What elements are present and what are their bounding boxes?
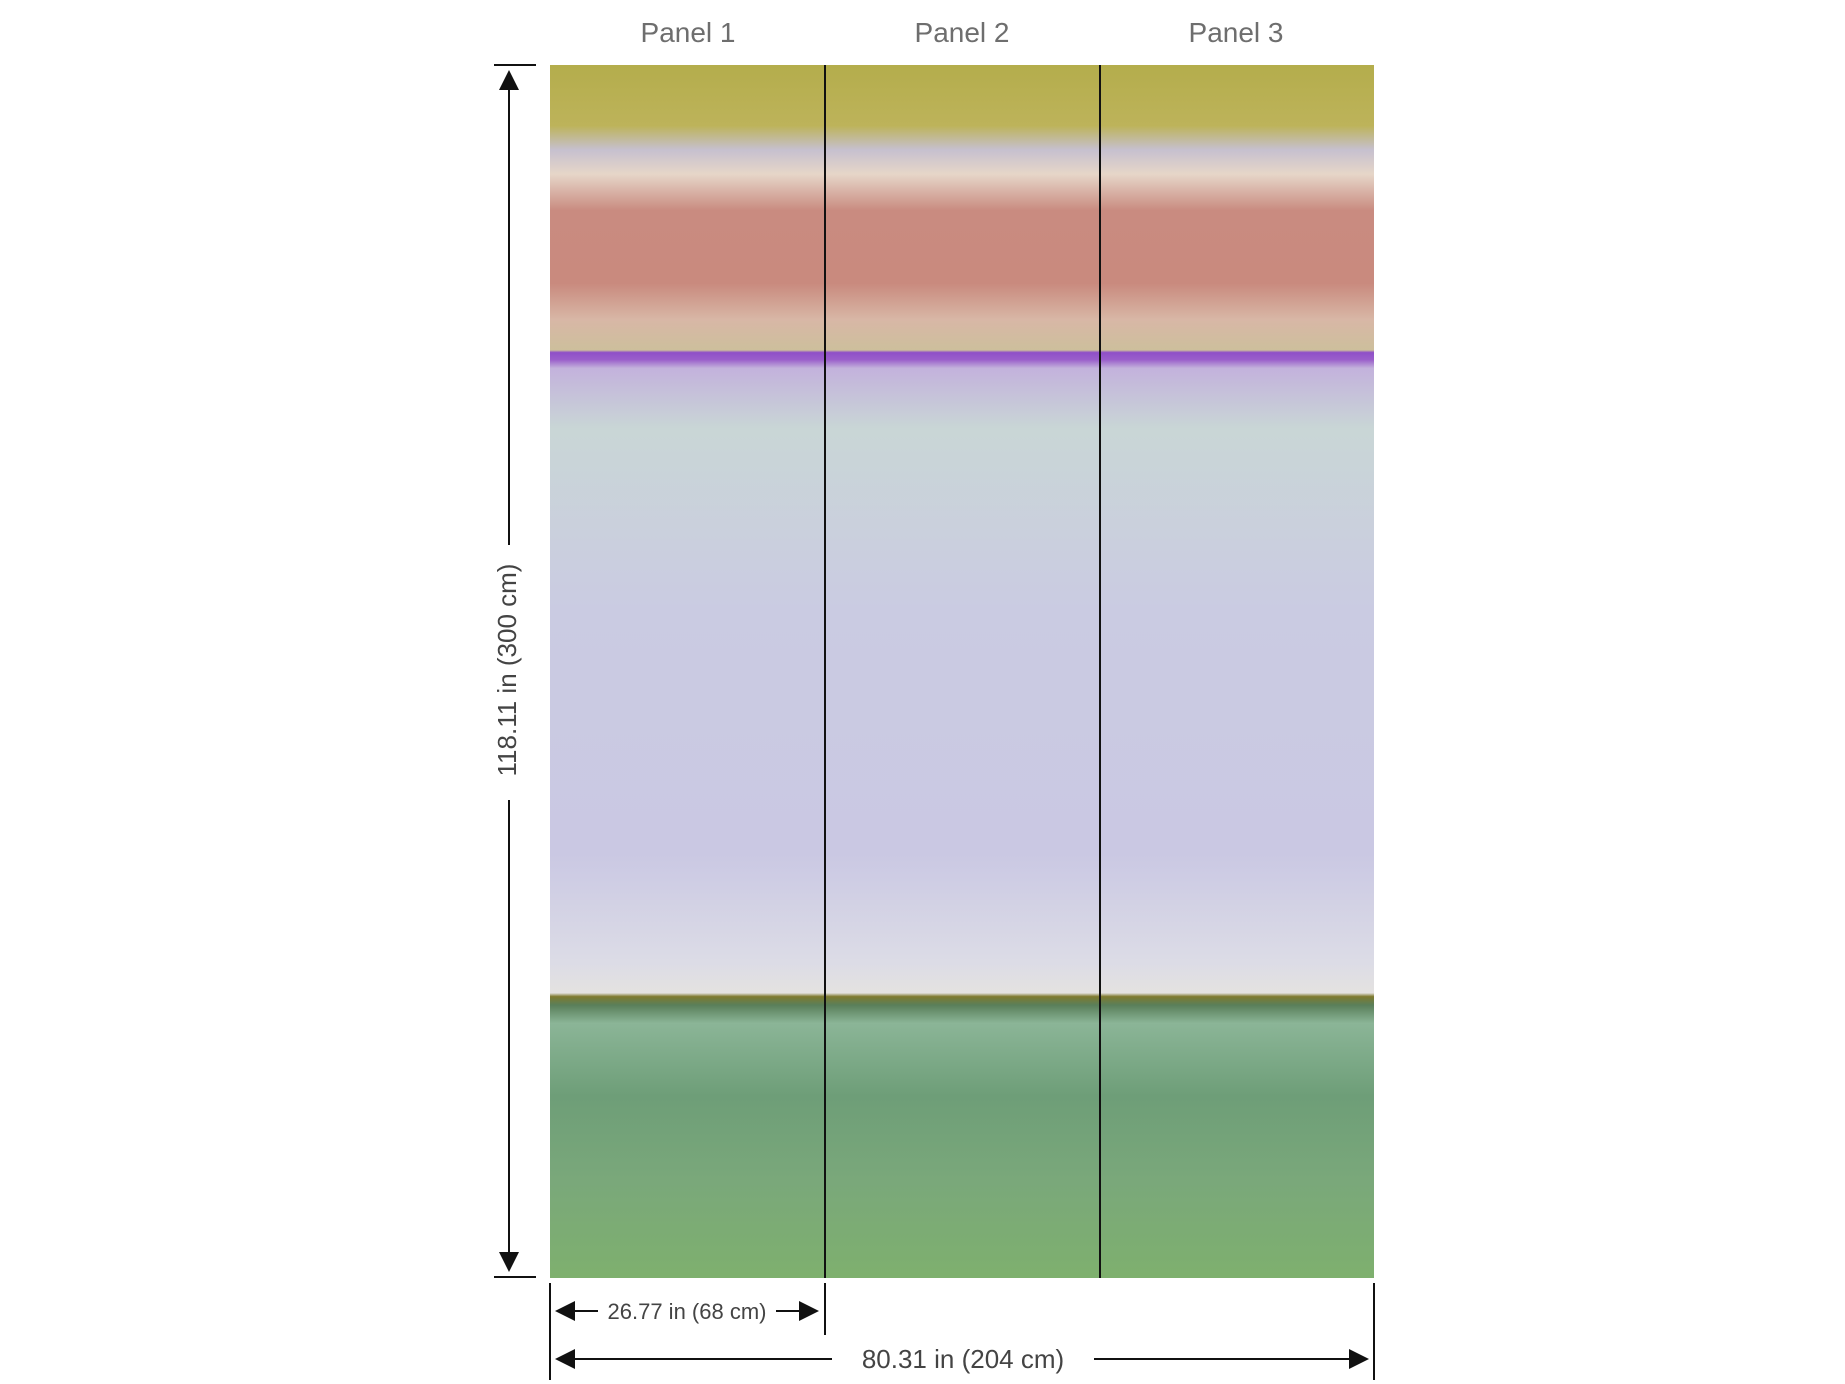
panel-label: Panel 1 (641, 17, 736, 48)
total-width-dimension (549, 1283, 1375, 1380)
total-width-label: 80.31 in (204 cm) (862, 1344, 1064, 1374)
height-label: 118.11 in (300 cm) (492, 564, 522, 777)
mural (550, 65, 1374, 1278)
panel-width-label: 26.77 in (68 cm) (608, 1299, 767, 1324)
panel-label: Panel 2 (915, 17, 1010, 48)
panel-label: Panel 3 (1189, 17, 1284, 48)
height-dimension (494, 64, 536, 1278)
